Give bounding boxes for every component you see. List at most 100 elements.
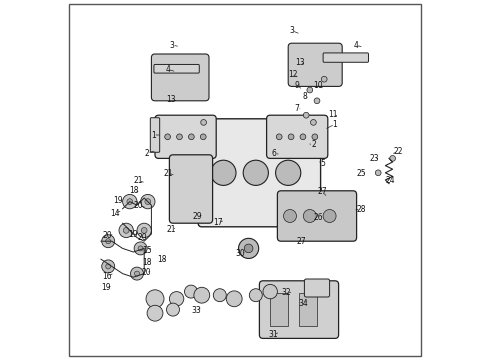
Circle shape [321,76,327,82]
Circle shape [312,134,318,140]
Text: 5: 5 [320,158,325,168]
Text: 18: 18 [129,186,139,195]
FancyBboxPatch shape [151,54,209,101]
Circle shape [303,112,309,118]
FancyBboxPatch shape [154,64,199,73]
Circle shape [194,287,210,303]
Circle shape [127,199,133,204]
Circle shape [323,210,336,222]
Circle shape [176,134,182,140]
Text: 18: 18 [142,258,152,266]
Circle shape [170,292,184,306]
Text: 4: 4 [353,41,358,50]
Text: 34: 34 [298,299,308,307]
Circle shape [390,156,395,161]
Text: 26: 26 [314,212,323,222]
Text: 29: 29 [193,212,202,221]
Text: 21: 21 [134,176,143,185]
Circle shape [165,134,171,140]
Text: 2: 2 [311,140,316,149]
Circle shape [211,160,236,185]
Text: 15: 15 [142,246,151,255]
Circle shape [213,289,226,302]
Circle shape [185,285,197,298]
FancyBboxPatch shape [198,119,320,227]
Circle shape [314,98,320,104]
Circle shape [200,134,206,140]
Text: 11: 11 [328,110,338,119]
Circle shape [134,242,147,255]
Text: 18: 18 [157,256,166,264]
Circle shape [138,246,143,251]
Circle shape [167,303,179,316]
Text: 7: 7 [295,104,300,113]
Text: 24: 24 [386,176,395,185]
Circle shape [243,160,269,185]
Circle shape [239,238,259,258]
Circle shape [137,223,151,238]
Text: 30: 30 [236,249,245,258]
Circle shape [275,160,301,185]
Text: 13: 13 [295,58,304,67]
FancyBboxPatch shape [259,281,339,338]
Circle shape [303,210,316,222]
Text: 20: 20 [134,201,144,210]
Text: 27: 27 [318,188,327,197]
FancyBboxPatch shape [155,115,216,158]
Circle shape [122,194,137,209]
Text: 25: 25 [356,169,366,178]
Circle shape [249,289,262,302]
FancyBboxPatch shape [277,191,357,241]
Text: 1: 1 [333,120,338,129]
Circle shape [134,271,140,276]
FancyBboxPatch shape [267,115,328,158]
Circle shape [106,264,111,269]
Circle shape [284,210,296,222]
Text: 3: 3 [170,41,175,50]
Circle shape [141,228,147,233]
Circle shape [375,170,381,176]
Text: 27: 27 [296,238,306,247]
Text: 6: 6 [272,149,276,158]
Text: 9: 9 [295,81,300,90]
Circle shape [276,134,282,140]
Circle shape [226,291,242,307]
FancyBboxPatch shape [323,53,368,62]
Circle shape [307,87,313,93]
Text: 19: 19 [114,196,123,205]
Circle shape [130,267,144,280]
Text: 28: 28 [356,205,366,214]
Text: 20: 20 [137,233,147,242]
Text: 23: 23 [369,154,379,163]
Circle shape [201,120,206,125]
Text: 14: 14 [110,209,120,217]
Text: 19: 19 [101,284,111,292]
Circle shape [123,228,129,233]
Text: 2: 2 [145,149,149,158]
FancyBboxPatch shape [304,279,330,297]
Text: 3: 3 [290,26,294,35]
Circle shape [288,134,294,140]
FancyBboxPatch shape [170,155,213,223]
Bar [299,293,317,326]
Text: 21: 21 [163,169,172,178]
Text: 21: 21 [167,225,176,234]
Circle shape [146,290,164,308]
Circle shape [189,134,194,140]
Text: 17: 17 [213,218,223,227]
Text: 22: 22 [393,148,403,157]
Text: 12: 12 [289,70,298,79]
Text: 33: 33 [192,306,201,315]
Circle shape [147,305,163,321]
Text: 1: 1 [151,131,156,140]
Text: 31: 31 [268,330,278,339]
Text: 13: 13 [167,95,176,104]
Circle shape [102,260,115,273]
Text: 10: 10 [313,81,323,90]
FancyBboxPatch shape [150,118,160,152]
Circle shape [300,134,306,140]
Text: 8: 8 [302,92,307,101]
FancyBboxPatch shape [288,43,342,86]
Circle shape [102,235,115,248]
Text: 19: 19 [128,230,138,239]
